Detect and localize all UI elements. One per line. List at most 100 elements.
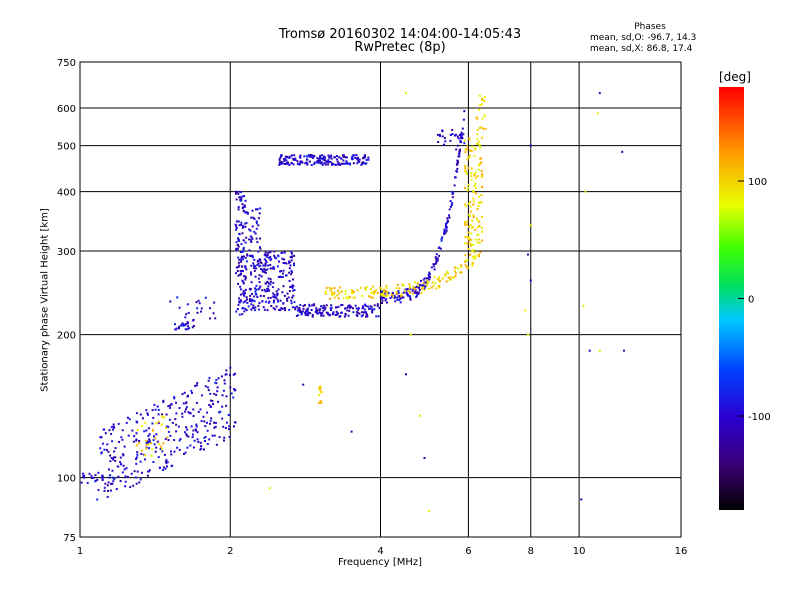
data-point [195, 401, 198, 404]
data-point [363, 154, 366, 157]
data-point [362, 161, 364, 164]
data-point [328, 156, 331, 159]
data-point [380, 294, 383, 297]
data-point [278, 161, 281, 164]
data-point [481, 98, 484, 101]
data-point [294, 306, 297, 309]
data-point [471, 264, 474, 267]
data-point [112, 428, 114, 431]
data-point [473, 251, 476, 254]
data-point [453, 184, 456, 187]
data-point [147, 435, 150, 437]
data-point [481, 230, 483, 233]
data-point [451, 196, 454, 199]
data-point [289, 256, 292, 259]
data-point [454, 266, 456, 269]
data-point [407, 289, 410, 292]
data-point [355, 311, 358, 314]
data-point [439, 135, 441, 138]
data-point [285, 274, 288, 277]
data-point [364, 286, 367, 289]
data-point [368, 307, 371, 310]
data-point [135, 482, 138, 485]
data-point [235, 198, 238, 201]
data-point [263, 253, 266, 256]
data-point [313, 155, 316, 158]
data-point [138, 440, 141, 442]
data-point [117, 465, 120, 468]
data-point [459, 148, 461, 151]
data-point [94, 474, 97, 477]
data-point [409, 298, 412, 301]
data-point [275, 290, 278, 293]
data-point [82, 475, 85, 478]
data-point [469, 201, 472, 204]
data-point [102, 476, 104, 479]
data-point [454, 176, 457, 179]
data-point [384, 299, 387, 302]
data-point [362, 157, 365, 160]
data-point [426, 279, 429, 282]
data-point [222, 389, 225, 392]
data-point [340, 304, 343, 307]
data-point [382, 294, 385, 297]
data-point [529, 279, 532, 282]
data-point [157, 408, 160, 411]
data-point [331, 290, 333, 293]
data-point [143, 454, 146, 457]
data-point [184, 451, 187, 454]
data-point [195, 423, 198, 426]
y-tick-label: 400 [57, 188, 76, 199]
data-point [445, 222, 448, 225]
data-point [166, 465, 168, 468]
data-point [83, 474, 86, 477]
data-point [259, 261, 262, 264]
data-point [173, 396, 176, 399]
data-point [236, 270, 239, 272]
data-point [248, 299, 251, 302]
data-point [383, 288, 386, 291]
data-point [318, 401, 321, 404]
data-point [468, 226, 470, 228]
data-point [434, 282, 437, 285]
data-point [420, 279, 422, 282]
data-point [82, 472, 85, 475]
data-point [285, 162, 288, 165]
data-point [186, 328, 189, 331]
data-point [416, 291, 419, 294]
data-point [470, 149, 473, 152]
data-point [249, 255, 252, 257]
data-point [302, 383, 305, 386]
data-point [145, 446, 148, 449]
data-point [230, 392, 233, 395]
data-point [227, 414, 230, 416]
data-point [153, 443, 156, 446]
data-point [269, 283, 272, 286]
data-point [373, 308, 376, 311]
data-point [181, 415, 184, 418]
data-point [479, 157, 482, 160]
data-point [481, 98, 484, 101]
data-point [478, 241, 481, 244]
data-point [108, 468, 110, 471]
data-point [257, 277, 260, 280]
data-point [235, 310, 238, 313]
data-point [330, 292, 333, 295]
data-point [305, 308, 308, 311]
colorbar-tick-label: 0 [748, 295, 754, 306]
phase-stats-x: mean, sd,X: 86.8, 17.4 [590, 44, 693, 54]
data-point [320, 312, 323, 315]
data-point [396, 296, 399, 299]
data-point [299, 311, 302, 313]
data-point [244, 300, 247, 303]
data-point [209, 392, 212, 395]
data-point [200, 307, 203, 310]
data-point [298, 163, 301, 166]
chart-title: Tromsø 20160302 14:04:00-14:05:43 [278, 27, 522, 42]
data-point [287, 162, 290, 165]
data-point [451, 193, 454, 195]
data-point [348, 306, 351, 309]
data-point [218, 411, 220, 414]
data-point [467, 266, 470, 269]
data-point [348, 304, 351, 307]
